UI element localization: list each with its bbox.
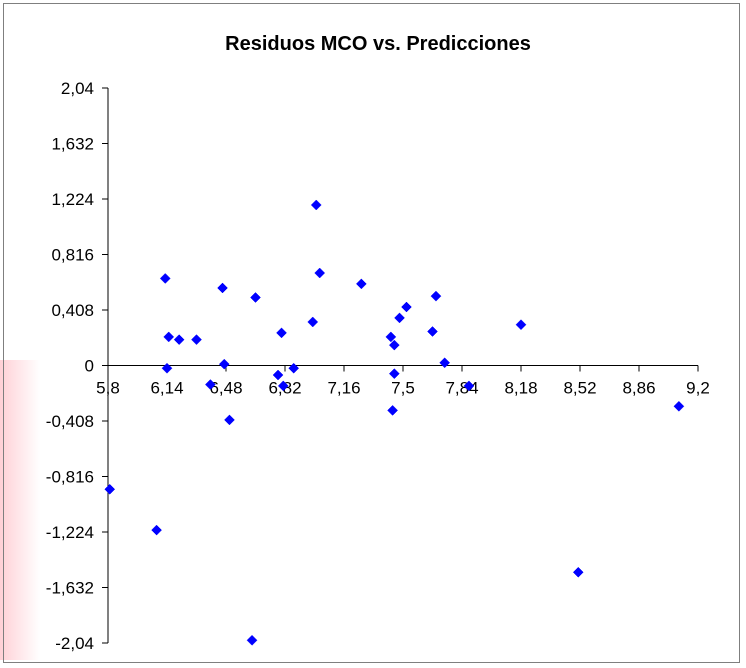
x-tick-label: 7,84: [445, 379, 478, 398]
data-point: [427, 326, 438, 337]
x-tick-label: 8,52: [563, 379, 596, 398]
x-tick-label: 8,18: [504, 379, 537, 398]
chart-frame: [3, 3, 740, 663]
y-tick-label: 0,816: [51, 246, 94, 265]
data-point: [272, 369, 284, 381]
data-point: [224, 414, 235, 426]
data-point: [218, 358, 230, 370]
y-tick-label: -1,632: [46, 579, 94, 598]
data-point: [173, 334, 185, 346]
data-point: [430, 290, 442, 302]
x-tick-label: 7,16: [327, 379, 360, 398]
x-tick-labels: 5,86,146,486,827,167,57,848,188,528,869,…: [96, 379, 710, 398]
data-point: [387, 405, 398, 416]
data-point: [388, 339, 400, 351]
data-point: [388, 368, 400, 380]
data-point: [246, 634, 258, 646]
chart-title: Residuos MCO vs. Predicciones: [225, 33, 531, 55]
data-point: [161, 362, 173, 374]
x-tick-label: 5,8: [96, 379, 120, 398]
data-point: [439, 357, 451, 369]
x-tick-label: 8,86: [622, 379, 655, 398]
y-tick-label: 1,632: [51, 135, 94, 154]
data-point: [463, 380, 475, 392]
data-point: [355, 278, 367, 290]
y-tick-label: -0,408: [46, 412, 94, 431]
data-point: [401, 301, 412, 313]
data-point: [277, 380, 289, 392]
y-tick-label: -2,04: [55, 634, 94, 653]
y-tick-labels: 2,04 1,632 1,224 0,816 0,408 0 -0,408 -0,816 -1,…: [46, 79, 94, 653]
x-tick-label: 6,14: [150, 379, 183, 398]
data-point: [310, 199, 322, 211]
x-tick-label: 7,5: [391, 379, 415, 398]
data-point: [288, 362, 300, 374]
y-tick-label: 2,04: [61, 79, 94, 98]
y-tick-label: -0,816: [46, 468, 94, 487]
y-tick-label: 1,224: [51, 190, 94, 209]
data-point: [151, 524, 162, 536]
data-point: [104, 483, 116, 495]
data-point: [250, 292, 261, 303]
data-points: [104, 199, 685, 646]
data-point: [276, 327, 287, 339]
y-tick-label: -1,224: [46, 523, 94, 542]
x-tick-label: 6,48: [209, 379, 242, 398]
data-point: [191, 334, 202, 346]
x-tick-label: 9,2: [686, 379, 710, 398]
data-point: [217, 282, 228, 294]
data-point: [515, 319, 527, 331]
y-tick-label: 0,408: [51, 301, 94, 320]
axes: [102, 87, 699, 644]
data-point: [673, 400, 685, 412]
data-point: [394, 312, 405, 324]
data-point: [163, 331, 175, 343]
data-point: [572, 566, 584, 578]
data-point: [307, 316, 319, 328]
data-point: [159, 273, 171, 284]
data-point: [205, 379, 216, 390]
data-point: [314, 267, 326, 279]
data-point: [385, 331, 397, 343]
y-tick-label: 0: [85, 357, 94, 376]
background-wash: [0, 360, 40, 660]
